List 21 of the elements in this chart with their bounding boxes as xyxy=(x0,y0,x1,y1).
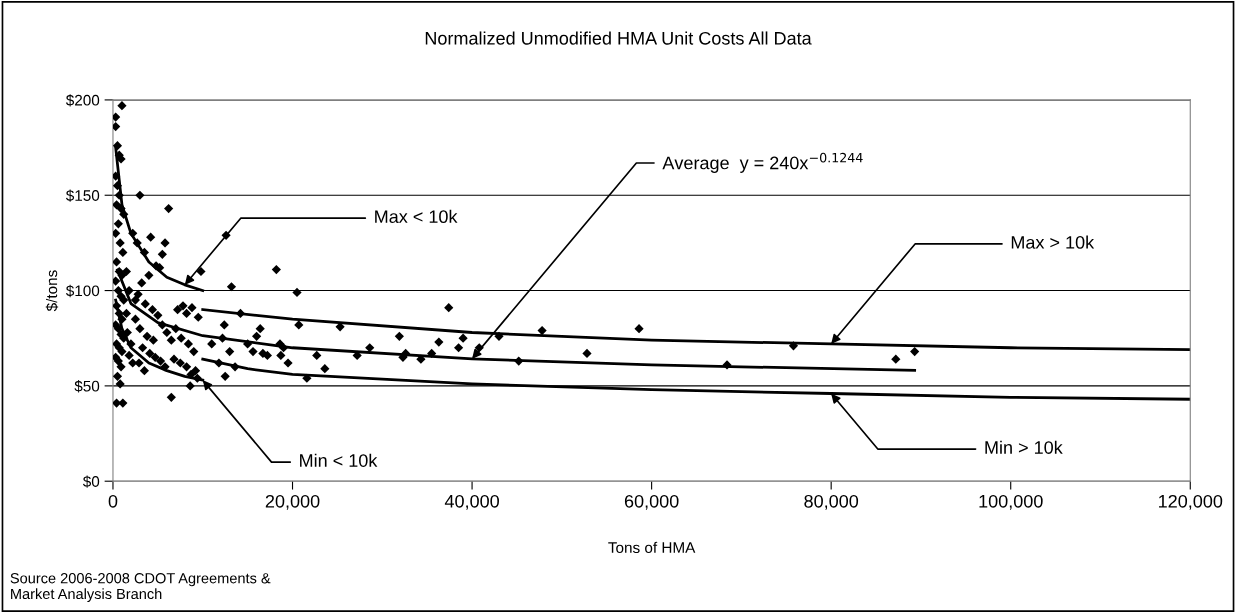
x-tick-label: 0 xyxy=(108,494,118,508)
x-tick-label: 80,000 xyxy=(804,494,859,510)
x-tick-label: 120,000 xyxy=(1159,494,1223,510)
y-tick-label: $0 xyxy=(82,475,100,488)
y-tick-label: $50 xyxy=(74,380,100,393)
x-tick-label: 60,000 xyxy=(624,494,679,510)
x-tick-label: 20,000 xyxy=(265,494,320,510)
source-note: Source 2006-2008 CDOT Agreements & Market Analysis Branch xyxy=(10,573,271,602)
y-tick-label: $100 xyxy=(65,284,100,298)
x-tick-label: 40,000 xyxy=(444,494,499,510)
annotation: Min > 10k xyxy=(985,440,1063,454)
annotation: Min < 10k xyxy=(300,453,378,467)
y-axis-title: $/tons xyxy=(45,270,59,312)
chart-title: Normalized Unmodified HMA Unit Costs All Data xyxy=(425,31,812,45)
annotation: Average y = 240x$^{−0.1244}$ xyxy=(662,152,863,173)
x-tick-label: 100,000 xyxy=(979,494,1043,510)
annotation: Max > 10k xyxy=(1011,235,1095,249)
y-tick-label: $200 xyxy=(65,94,100,107)
annotation: Max < 10k xyxy=(375,209,458,224)
x-axis-title: Tons of HMA xyxy=(608,541,696,554)
y-tick-label: $150 xyxy=(65,189,100,202)
